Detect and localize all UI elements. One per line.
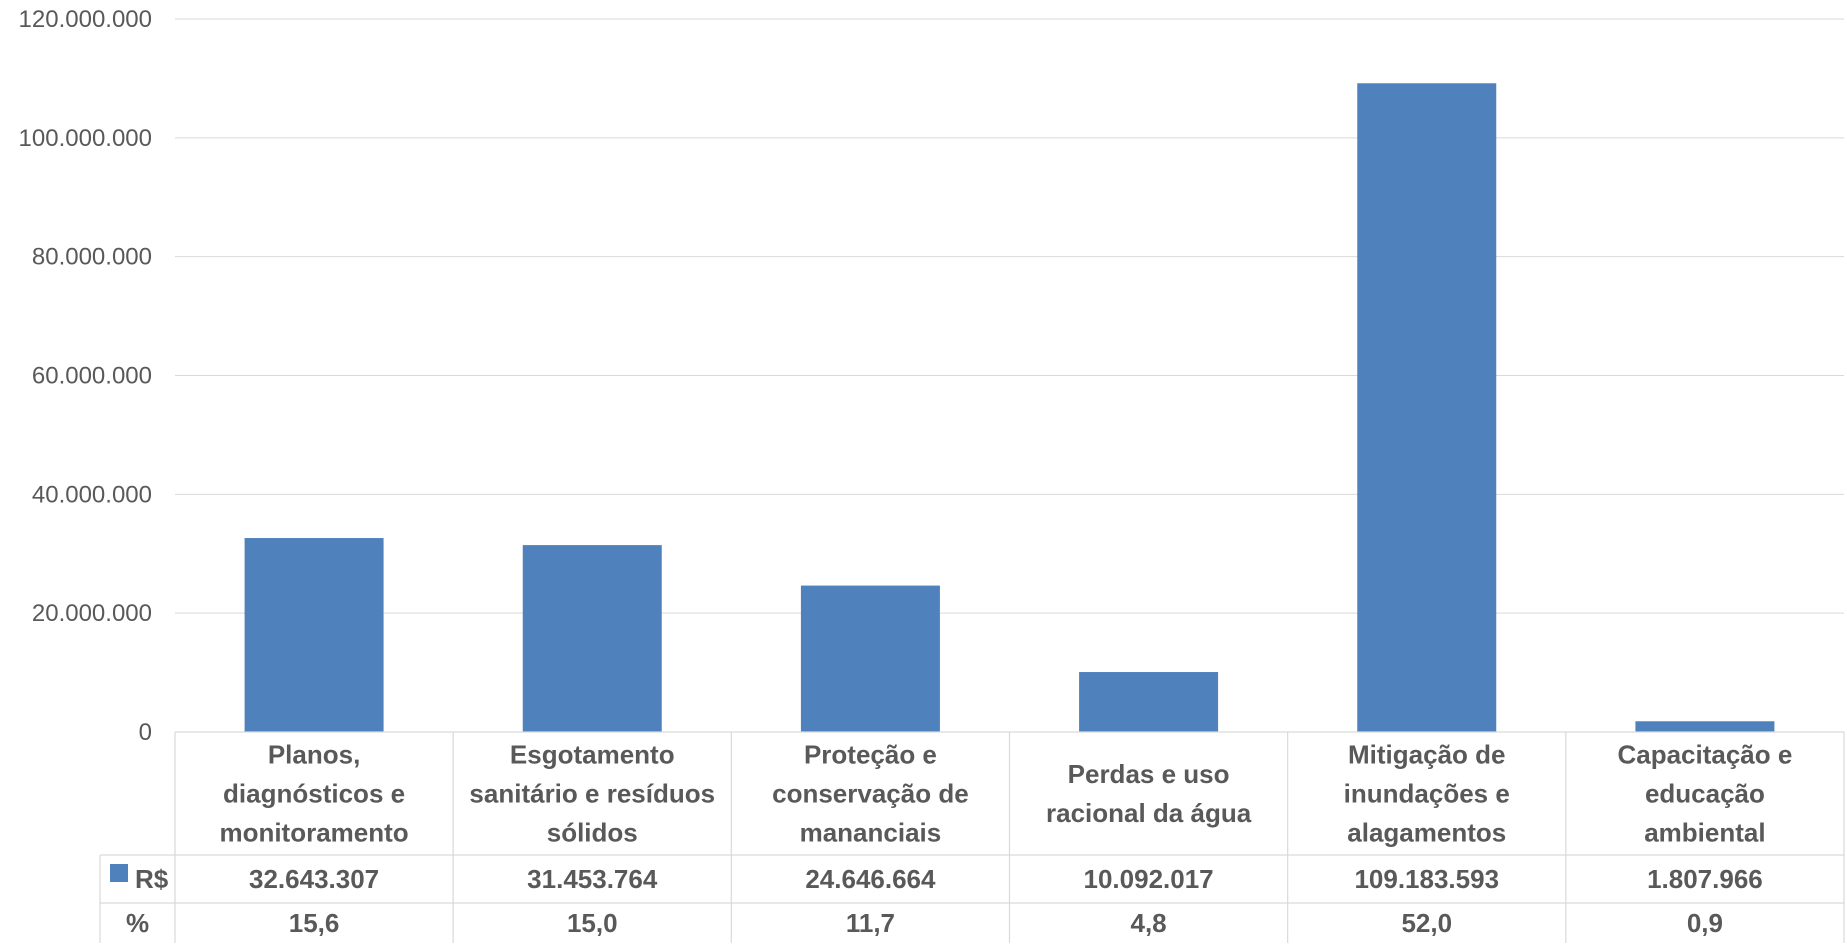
table-cell: 109.183.593 bbox=[1354, 864, 1499, 894]
bar bbox=[800, 585, 940, 732]
category-label: Capacitação e educação ambiental bbox=[1617, 740, 1792, 848]
table-cell: 24.646.664 bbox=[805, 864, 936, 894]
y-tick-label: 40.000.000 bbox=[32, 481, 152, 508]
category-label: Esgotamento sanitário e resíduos sólidos bbox=[469, 740, 715, 848]
bar bbox=[522, 545, 662, 732]
gridlines bbox=[175, 18, 1844, 614]
y-tick-label: 80.000.000 bbox=[32, 244, 152, 271]
table-cell: 10.092.017 bbox=[1084, 864, 1214, 894]
table-cell: 32.643.307 bbox=[249, 864, 379, 894]
y-axis-tick-labels: 0 20.000.000 40.000.000 60.000.000 80.000.00… bbox=[19, 6, 152, 746]
category-label: Mitigação de inundações e alagamentos bbox=[1344, 740, 1510, 848]
data-table: R$ 32.643.307 31.453.764 24.646.664 10.092.0… bbox=[99, 731, 1845, 943]
table-cell: 1.807.966 bbox=[1647, 864, 1763, 894]
table-cell: 31.453.764 bbox=[527, 864, 658, 894]
bar bbox=[1079, 672, 1219, 732]
bar bbox=[1635, 721, 1775, 732]
legend-key bbox=[110, 864, 128, 882]
y-tick-label: 60.000.000 bbox=[32, 363, 152, 390]
bars bbox=[244, 83, 1775, 733]
category-labels: Planos, diagnósticos e monitoramento Esgota… bbox=[219, 740, 1792, 848]
table-cell: 11,7 bbox=[846, 908, 895, 938]
table-cell: 4,8 bbox=[1131, 908, 1167, 938]
category-label: Planos, diagnósticos e monitoramento bbox=[219, 740, 408, 848]
table-cell: 0,9 bbox=[1687, 908, 1723, 938]
category-label: Proteção e conservação de mananciais bbox=[772, 740, 969, 848]
row-label: % bbox=[126, 908, 149, 938]
bar bbox=[1357, 83, 1497, 733]
table-cell: 15,6 bbox=[289, 908, 340, 938]
table-cell: 15,0 bbox=[567, 908, 618, 938]
y-tick-label: 100.000.000 bbox=[19, 125, 152, 152]
y-tick-label: 120.000.000 bbox=[19, 6, 152, 33]
y-tick-label: 20.000.000 bbox=[32, 600, 152, 627]
category-label: Perdas e uso racional da água bbox=[1046, 759, 1252, 828]
bar bbox=[244, 538, 384, 732]
y-tick-label: 0 bbox=[139, 719, 152, 746]
row-label: R$ bbox=[135, 864, 169, 894]
table-cell: 52,0 bbox=[1401, 908, 1452, 938]
